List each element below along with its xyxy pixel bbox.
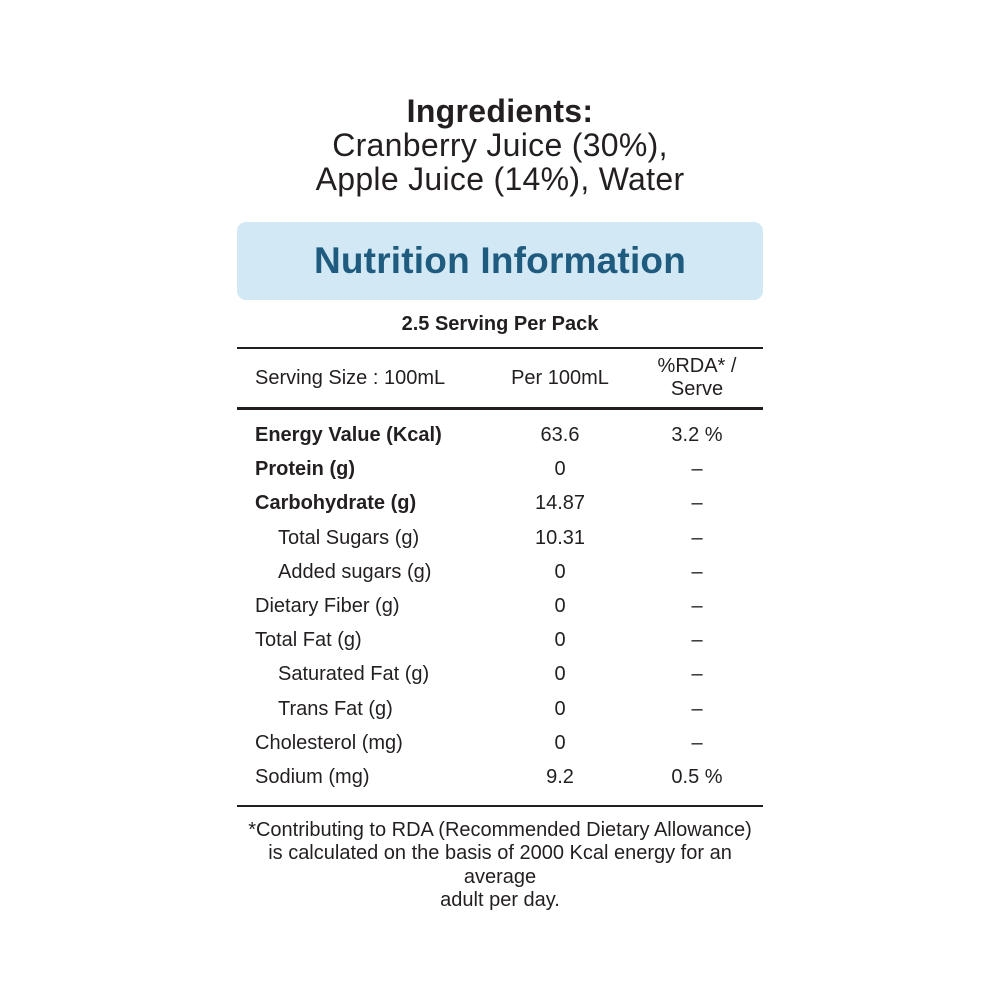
rda-value: 0.5 % bbox=[671, 765, 723, 788]
nutrition-table-body: Energy Value (Kcal) 63.6 3.2 % Protein (g) 0… bbox=[237, 410, 763, 805]
per-100ml-value: 10.31 bbox=[534, 526, 586, 549]
table-row: Sodium (mg) 9.2 0.5 % bbox=[237, 760, 763, 794]
nutrient-label: Energy Value (Kcal) bbox=[255, 424, 442, 447]
ingredients-line-2: Apple Juice (14%), Water bbox=[315, 161, 685, 197]
rda-footnote: *Contributing to RDA (Recommended Dietar… bbox=[237, 807, 763, 913]
table-row: Total Sugars (g) 10.31 – bbox=[237, 521, 763, 555]
ingredients-section: Ingredients: Cranberry Juice (30%), Appl… bbox=[0, 0, 1000, 196]
ingredients-line-1: Cranberry Juice (30%), bbox=[332, 127, 668, 163]
rda-header: %RDA* / Serve bbox=[631, 355, 763, 401]
nutrient-label: Dietary Fiber (g) bbox=[255, 595, 400, 618]
table-row: Trans Fat (g) 0 – bbox=[237, 692, 763, 726]
nutrient-label: Carbohydrate (g) bbox=[255, 492, 417, 515]
per-100ml-header: Per 100mL bbox=[511, 366, 609, 389]
table-row: Protein (g) 0 – bbox=[237, 453, 763, 487]
table-header-row: Serving Size : 100mL Per 100mL %RDA* / S… bbox=[237, 349, 763, 407]
table-row: Total Fat (g) 0 – bbox=[237, 624, 763, 658]
footnote-line-1: *Contributing to RDA (Recommended Dietar… bbox=[248, 818, 752, 841]
nutrient-label: Added sugars (g) bbox=[278, 560, 432, 583]
nutrient-label: Total Sugars (g) bbox=[278, 526, 420, 549]
nutrition-panel: Nutrition Information 2.5 Serving Per Pa… bbox=[237, 222, 763, 913]
rda-value: – bbox=[691, 629, 703, 652]
rda-header-line-2: Serve bbox=[670, 378, 724, 400]
serving-size-header: Serving Size : 100mL bbox=[255, 366, 446, 389]
table-row: Cholesterol (mg) 0 – bbox=[237, 726, 763, 760]
table-row: Saturated Fat (g) 0 – bbox=[237, 658, 763, 692]
servings-per-pack: 2.5 Serving Per Pack bbox=[401, 313, 599, 335]
footnote-line-3: adult per day. bbox=[440, 889, 560, 912]
rda-value: – bbox=[691, 492, 703, 515]
per-100ml-value: 0 bbox=[554, 560, 566, 583]
per-100ml-value: 0 bbox=[554, 663, 566, 686]
nutrient-label: Saturated Fat (g) bbox=[278, 663, 430, 686]
nutrient-label: Cholesterol (mg) bbox=[255, 731, 403, 754]
table-row: Carbohydrate (g) 14.87 – bbox=[237, 487, 763, 521]
rda-value: – bbox=[691, 560, 703, 583]
table-row: Dietary Fiber (g) 0 – bbox=[237, 589, 763, 623]
ingredients-heading: Ingredients: bbox=[406, 93, 594, 129]
nutrition-title-banner: Nutrition Information bbox=[237, 222, 763, 300]
per-100ml-value: 0 bbox=[554, 458, 566, 481]
table-row: Energy Value (Kcal) 63.6 3.2 % bbox=[237, 419, 763, 453]
per-100ml-value: 14.87 bbox=[534, 492, 586, 515]
per-100ml-value: 0 bbox=[554, 697, 566, 720]
divider-bottom bbox=[237, 804, 763, 807]
footnote-line-2: is calculated on the basis of 2000 Kcal … bbox=[268, 842, 732, 888]
per-100ml-value: 63.6 bbox=[540, 424, 580, 447]
rda-value: – bbox=[691, 595, 703, 618]
rda-value: – bbox=[691, 697, 703, 720]
nutrition-title: Nutrition Information bbox=[313, 240, 687, 281]
table-row: Added sugars (g) 0 – bbox=[237, 555, 763, 589]
rda-value: – bbox=[691, 526, 703, 549]
rda-header-line-1: %RDA* / bbox=[657, 355, 737, 377]
nutrient-label: Trans Fat (g) bbox=[278, 697, 393, 720]
nutrient-label: Sodium (mg) bbox=[255, 765, 370, 788]
nutrient-label: Protein (g) bbox=[255, 458, 355, 481]
nutrient-label: Total Fat (g) bbox=[255, 629, 362, 652]
rda-value: – bbox=[691, 458, 703, 481]
rda-value: 3.2 % bbox=[671, 424, 723, 447]
per-100ml-value: 0 bbox=[554, 595, 566, 618]
per-100ml-value: 9.2 bbox=[546, 765, 574, 788]
per-100ml-value: 0 bbox=[554, 629, 566, 652]
divider-top bbox=[237, 347, 763, 349]
rda-value: – bbox=[691, 731, 703, 754]
divider-header bbox=[237, 407, 763, 410]
rda-value: – bbox=[691, 663, 703, 686]
per-100ml-value: 0 bbox=[554, 731, 566, 754]
